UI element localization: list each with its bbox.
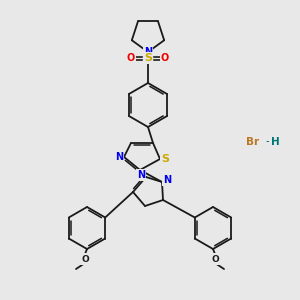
Text: N: N xyxy=(144,47,152,57)
Text: N: N xyxy=(137,170,145,180)
Text: O: O xyxy=(127,53,135,63)
Text: -: - xyxy=(266,136,270,148)
Text: H: H xyxy=(271,137,279,147)
Text: O: O xyxy=(211,254,219,263)
Text: S: S xyxy=(161,154,169,164)
Text: N: N xyxy=(115,152,123,162)
Text: O: O xyxy=(161,53,169,63)
Text: O: O xyxy=(81,254,89,263)
Text: N: N xyxy=(163,175,171,185)
Text: S: S xyxy=(144,53,152,63)
Text: Br: Br xyxy=(246,137,260,147)
